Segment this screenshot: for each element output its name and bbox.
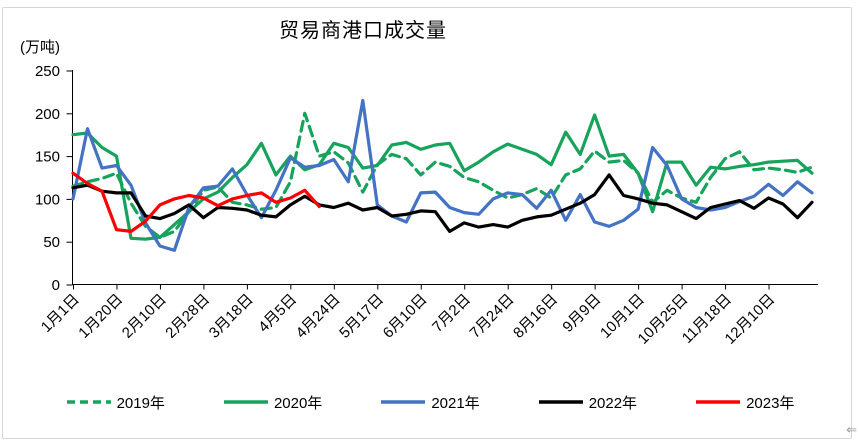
legend-item-2022年[interactable]: 2022年 [538,392,637,413]
resize-cursor-icon: ⇐ [846,422,857,437]
x-tick-label: 3月18日 [206,291,257,342]
x-tick-label: 4月24日 [293,291,344,342]
y-tick-label: 0 [52,277,60,294]
x-tick-label: 1月20日 [75,291,126,342]
series-line-2023年 [71,171,321,233]
legend-item-2020年[interactable]: 2020年 [223,392,322,413]
y-tick-label: 200 [35,106,60,123]
legend-item-2021年[interactable]: 2021年 [380,392,480,413]
x-tick-label: 8月16日 [510,291,561,342]
legend-swatch-2022年 [538,400,583,404]
chart-title: 贸易商港口成交量 [279,20,447,42]
y-tick-label: 150 [35,149,60,166]
series-line-2020年 [71,113,814,241]
x-tick-label: 7月24日 [467,291,518,342]
x-tick-label: 5月17日 [336,291,387,342]
x-tick-label: 2月28日 [162,291,213,342]
legend-swatch-2020年 [223,400,268,404]
legend-label: 2019年 [116,394,165,412]
y-axis-unit-label: (万吨) [20,39,60,56]
y-tick-label: 50 [43,234,60,251]
y-tick-label: 100 [35,191,60,208]
legend-label: 2020年 [273,394,323,412]
legend-label: 2023年 [746,394,795,412]
legend-label: 2022年 [588,394,638,412]
legend-label: 2021年 [431,394,480,412]
x-tick-label: 6月10日 [380,291,431,342]
legend-swatch-2023年 [696,400,741,404]
legend-swatch-2019年 [66,400,111,404]
legend-item-2023年[interactable]: 2023年 [695,392,794,413]
series-line-2019年 [71,111,814,239]
series-line-2021年 [71,98,814,252]
x-tick-label: 2月10日 [119,291,170,342]
legend-item-2019年[interactable]: 2019年 [66,392,165,413]
series-line-2022年 [71,173,814,233]
chart-legend: 2019年 2020年 2021年 2022年 2023年 [0,389,860,415]
legend-swatch-2021年 [381,400,426,404]
y-tick-label: 250 [35,63,60,80]
